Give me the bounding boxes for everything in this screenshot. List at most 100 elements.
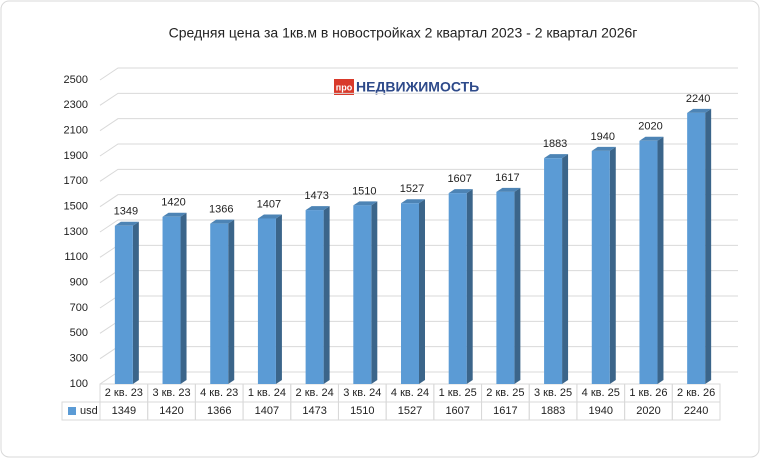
bar-side bbox=[419, 199, 425, 384]
table-value: 1473 bbox=[302, 405, 326, 417]
bar-side bbox=[609, 146, 616, 384]
x-tick-label: 2 кв. 25 bbox=[486, 387, 524, 399]
bar-side bbox=[371, 201, 378, 384]
grid-line bbox=[99, 143, 738, 157]
x-tick-label: 1 кв. 26 bbox=[629, 387, 667, 399]
table-value: 1527 bbox=[398, 405, 422, 417]
bar bbox=[162, 216, 181, 384]
data-label: 2240 bbox=[686, 93, 710, 105]
table-value: 1349 bbox=[112, 405, 136, 417]
bar bbox=[210, 223, 229, 384]
grid-line bbox=[99, 118, 738, 132]
data-label: 1527 bbox=[400, 183, 424, 195]
bar bbox=[496, 191, 515, 384]
logo-badge-bg bbox=[334, 79, 354, 95]
bar-top bbox=[305, 206, 330, 211]
bar bbox=[401, 203, 419, 384]
bar-side bbox=[562, 154, 569, 384]
bar-top bbox=[639, 136, 664, 141]
y-tick-label: 1100 bbox=[64, 251, 88, 263]
data-label: 1473 bbox=[304, 190, 328, 202]
bar-top bbox=[257, 214, 282, 219]
table-value: 1607 bbox=[445, 405, 469, 417]
bar bbox=[353, 205, 372, 384]
y-tick-label: 2500 bbox=[64, 74, 88, 86]
bar-top bbox=[210, 219, 235, 224]
bar-side bbox=[180, 212, 187, 384]
x-tick-label: 2 кв. 24 bbox=[296, 387, 334, 399]
bar-top bbox=[114, 221, 139, 226]
bar-top bbox=[401, 199, 425, 204]
legend-swatch bbox=[68, 407, 76, 415]
data-label: 1607 bbox=[447, 173, 471, 185]
y-tick-label: 1900 bbox=[64, 150, 88, 162]
logo-badge: про bbox=[336, 82, 353, 92]
x-tick-label: 1 кв. 25 bbox=[439, 387, 477, 399]
y-tick-label: 1300 bbox=[64, 226, 88, 238]
x-tick-label: 3 кв. 25 bbox=[534, 387, 572, 399]
grid-line bbox=[99, 67, 738, 81]
bar bbox=[687, 112, 706, 384]
y-tick-label: 1700 bbox=[64, 175, 88, 187]
grid-line bbox=[99, 219, 738, 233]
data-label: 2020 bbox=[638, 121, 662, 133]
y-tick-label: 100 bbox=[70, 378, 88, 390]
bar-top bbox=[448, 189, 473, 194]
bar bbox=[591, 150, 610, 384]
bar-top bbox=[591, 146, 616, 151]
bar-top bbox=[162, 212, 187, 217]
bar bbox=[639, 140, 658, 384]
y-tick-label: 1500 bbox=[64, 201, 88, 213]
x-tick-label: 2 кв. 26 bbox=[677, 387, 715, 399]
chart-title: Средняя цена за 1кв.м в новостройках 2 к… bbox=[169, 25, 638, 41]
table-value: 1366 bbox=[207, 405, 231, 417]
bar-side bbox=[323, 206, 330, 384]
legend-label: usd bbox=[80, 405, 98, 417]
bar bbox=[305, 210, 324, 384]
data-label: 1366 bbox=[209, 204, 233, 216]
table-cell bbox=[671, 401, 721, 421]
bar-side bbox=[514, 187, 521, 384]
bar-side bbox=[657, 136, 664, 384]
data-label: 1883 bbox=[543, 138, 567, 150]
bar-top bbox=[496, 187, 521, 192]
bar bbox=[257, 218, 276, 384]
grid-line bbox=[99, 194, 738, 208]
table-value: 1883 bbox=[541, 405, 565, 417]
bar bbox=[114, 225, 133, 384]
bar-side bbox=[705, 108, 712, 384]
grid-line bbox=[99, 92, 738, 106]
table-value: 1940 bbox=[589, 405, 613, 417]
bar-top bbox=[687, 108, 712, 113]
bar bbox=[448, 193, 467, 384]
y-tick-label: 2300 bbox=[64, 99, 88, 111]
data-label: 1349 bbox=[114, 206, 138, 218]
data-label: 1510 bbox=[352, 185, 376, 197]
data-label: 1407 bbox=[257, 198, 281, 210]
data-label: 1940 bbox=[591, 131, 615, 143]
y-tick-label: 900 bbox=[70, 277, 88, 289]
grid-line bbox=[99, 168, 738, 182]
x-tick-label: 1 кв. 24 bbox=[248, 387, 286, 399]
bar-side bbox=[132, 221, 139, 384]
bar-side bbox=[228, 219, 235, 384]
table-value: 2020 bbox=[636, 405, 660, 417]
bar-top bbox=[544, 154, 569, 159]
x-tick-label: 4 кв. 25 bbox=[582, 387, 620, 399]
bar bbox=[544, 158, 563, 384]
y-tick-label: 500 bbox=[70, 327, 88, 339]
bar-side bbox=[275, 214, 282, 384]
table-value: 1510 bbox=[350, 405, 374, 417]
x-tick-label: 3 кв. 24 bbox=[343, 387, 381, 399]
y-tick-label: 300 bbox=[70, 353, 88, 365]
x-tick-label: 2 кв. 23 bbox=[105, 387, 143, 399]
table-value: 1420 bbox=[159, 405, 183, 417]
table-value: 2240 bbox=[684, 405, 708, 417]
bar-top bbox=[353, 201, 378, 206]
table-value: 1407 bbox=[255, 405, 279, 417]
x-tick-label: 3 кв. 23 bbox=[152, 387, 190, 399]
bar-side bbox=[466, 189, 473, 384]
x-tick-label: 4 кв. 24 bbox=[391, 387, 429, 399]
